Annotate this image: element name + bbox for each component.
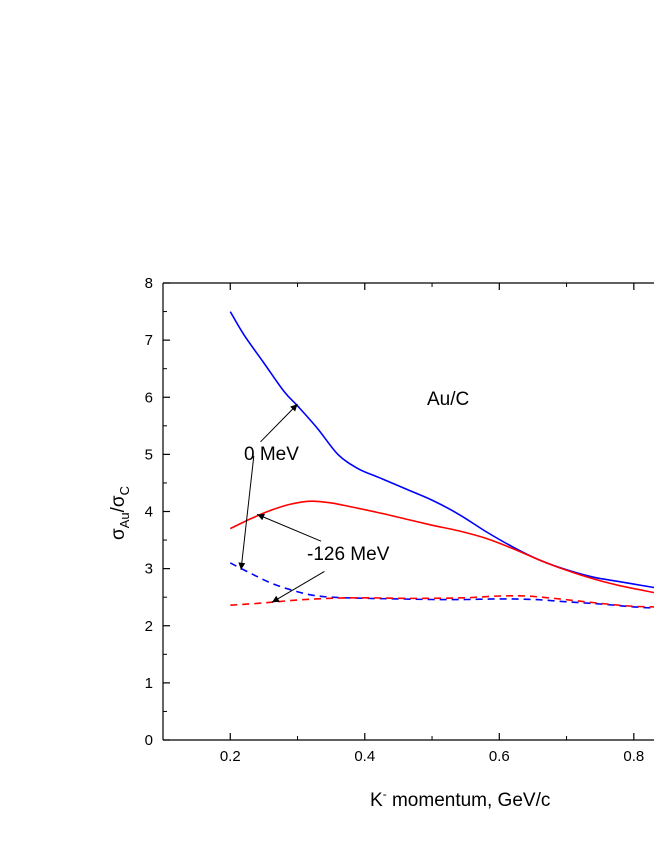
y-tick-label: 0 (145, 732, 153, 749)
y-tick-label: 7 (145, 332, 153, 349)
x-axis-title-rest: momentum, GeV/c (387, 790, 551, 811)
x-axis-title: K- momentum, GeV/c (370, 787, 550, 811)
series-line-3 (229, 562, 654, 609)
y-axis-title-slash: / (108, 506, 129, 512)
y-tick-label: 6 (145, 389, 153, 406)
y-tick-label: 5 (145, 446, 153, 463)
series-line-2 (229, 500, 654, 594)
series-line-4 (230, 595, 654, 608)
x-tick-label: 0.2 (220, 748, 241, 765)
axis-layer: 0.2 0.4 0.6 0.8 0 1 2 3 4 5 6 7 8 (145, 275, 654, 765)
y-axis-title-sub-c: C (117, 486, 132, 495)
annotation-arrow-4 (271, 571, 325, 603)
annotation-arrow-1 (260, 403, 298, 443)
y-axis-title: σAu/σC (108, 486, 132, 540)
arrow-layer (238, 403, 325, 603)
annotation-arrow-2 (238, 456, 255, 570)
y-tick-label: 4 (145, 504, 153, 521)
series-layer (229, 311, 654, 609)
x-tick-label: 0.4 (354, 748, 375, 765)
x-axis-title-sup: - (383, 787, 387, 801)
x-tick-label: 0.8 (623, 748, 644, 765)
y-tick-label: 8 (145, 275, 153, 292)
y-axis-title-sigma-1: σ (108, 528, 129, 540)
annotation-au-c: Au/C (427, 389, 469, 410)
y-axis-title-sigma-2: σ (108, 495, 129, 507)
x-tick-label: 0.6 (489, 748, 510, 765)
annotation-arrow-3 (256, 513, 322, 542)
y-axis-title-sub-au: Au (117, 512, 132, 528)
y-tick-label: 3 (145, 561, 153, 578)
y-tick-label: 1 (145, 675, 153, 692)
y-tick-label: 2 (145, 618, 153, 635)
annotation-minus-126-mev: -126 MeV (307, 544, 390, 565)
annotation-0-mev: 0 MeV (244, 444, 299, 465)
x-axis-title-prefix: K (370, 790, 383, 811)
